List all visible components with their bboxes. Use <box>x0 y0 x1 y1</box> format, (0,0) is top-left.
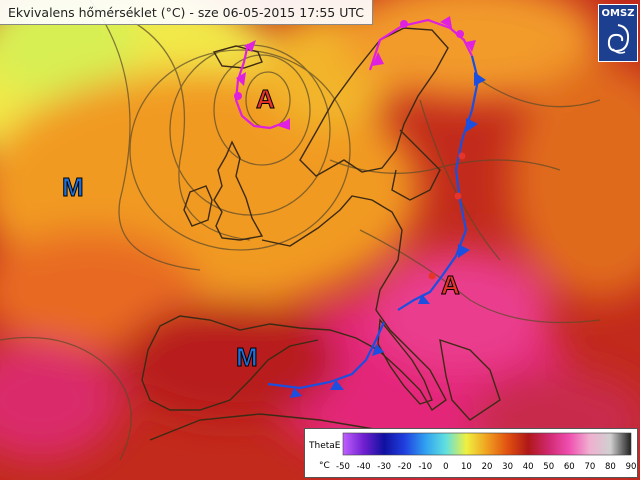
occluded-front-north <box>368 18 473 71</box>
fronts <box>234 16 486 398</box>
cold-front-south <box>267 321 386 390</box>
legend-tick-label: 80 <box>605 462 616 472</box>
scandinavia-coast <box>299 27 449 177</box>
ireland-coast <box>183 185 213 227</box>
swirl-emblem-icon <box>607 24 630 54</box>
legend-tick-label: 40 <box>523 462 534 472</box>
legend-tick-label: 20 <box>482 462 493 472</box>
legend-variable-name: ThetaE <box>309 441 341 451</box>
balkans-coast <box>439 338 501 421</box>
cold-front-east <box>397 55 480 311</box>
temperature-legend: ThetaE °C -50 -40 -30 -20 -10 0 10 20 30 40 50 60 70… <box>304 428 638 478</box>
pressure-centers: A A M M <box>62 84 461 373</box>
isobars <box>0 0 601 461</box>
omsz-logo: OMSZ <box>598 4 638 62</box>
map-title: Ekvivalens hőmérséklet (°C) - sze 06-05-… <box>0 0 374 25</box>
occluded-front-west <box>234 43 287 130</box>
legend-tick-label: 70 <box>584 462 595 472</box>
legend-colorbar: -50 -40 -30 -20 -10 0 10 20 30 40 50 60 70 80 90 <box>336 432 637 472</box>
legend-unit: °C <box>319 461 330 471</box>
baltic-coast <box>391 129 441 201</box>
iceland-coast <box>212 45 263 69</box>
logo-text: OMSZ <box>601 8 635 19</box>
high-pressure-center: A <box>441 270 460 300</box>
legend-tick-label: 50 <box>543 462 554 472</box>
legend-tick-label: -50 <box>336 462 350 472</box>
legend-tick-label: 10 <box>461 462 472 472</box>
legend-tick-label: 60 <box>564 462 575 472</box>
legend-tick-label: 90 <box>626 462 637 472</box>
low-pressure-center: M <box>236 342 258 372</box>
legend-tick-label: 0 <box>443 462 448 472</box>
legend-tick-label: 30 <box>502 462 513 472</box>
legend-tick-label: -10 <box>418 462 432 472</box>
great-britain-coast <box>213 140 264 241</box>
legend-tick-label: -20 <box>398 462 412 472</box>
low-pressure-center: M <box>62 172 84 202</box>
high-pressure-center: A <box>256 84 275 114</box>
italy-coast <box>377 318 433 405</box>
legend-gradient <box>342 432 632 456</box>
legend-tick-label: -30 <box>377 462 391 472</box>
legend-tick-label: -40 <box>357 462 371 472</box>
